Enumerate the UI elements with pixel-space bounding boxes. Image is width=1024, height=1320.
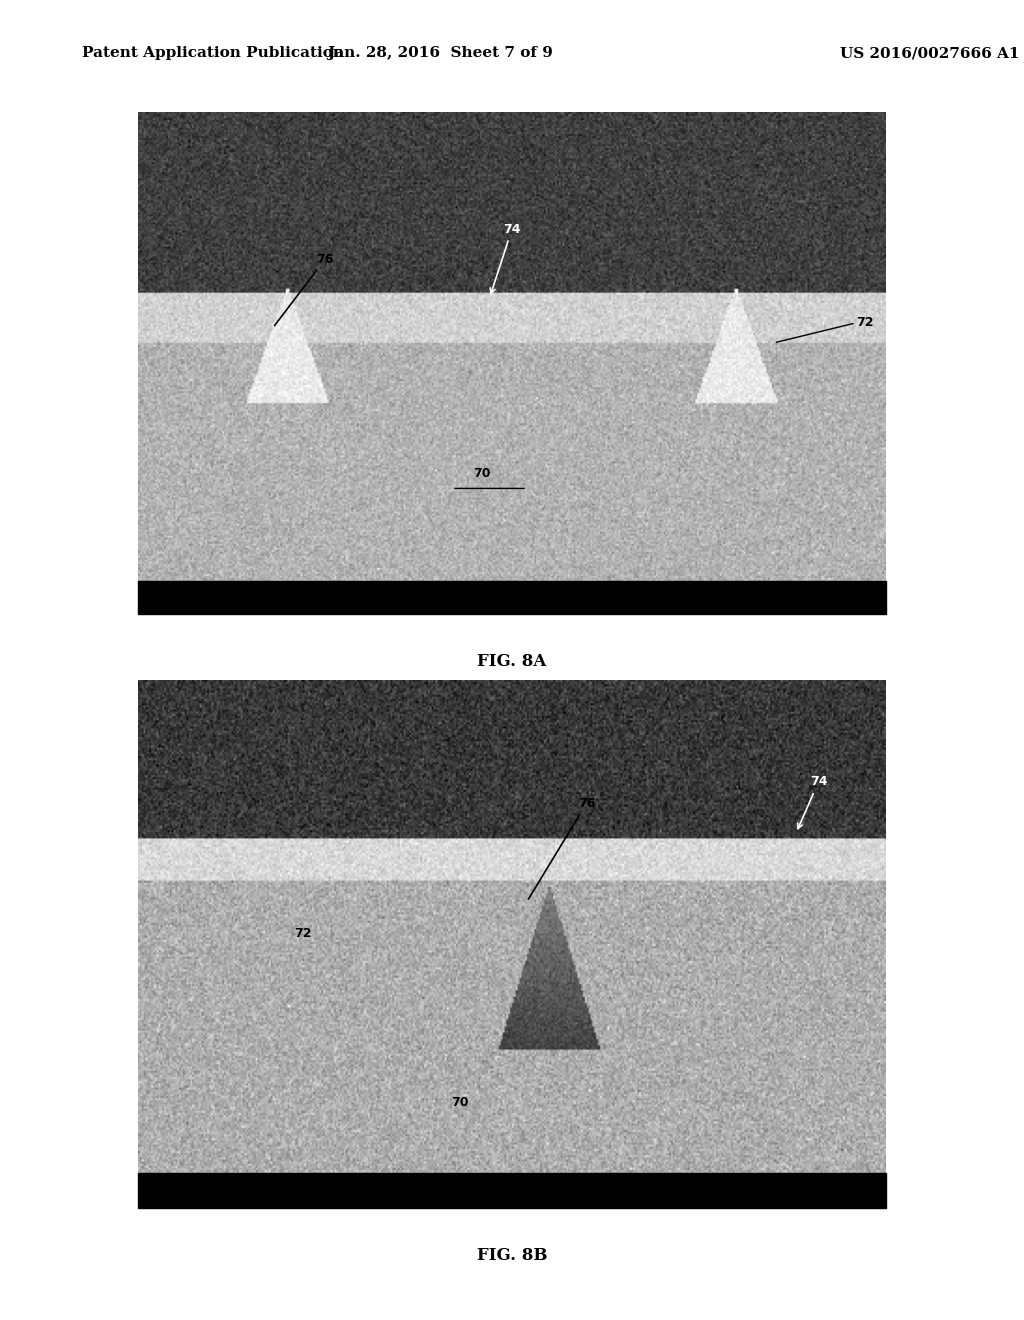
Bar xyxy=(138,1173,886,1208)
Text: Jan. 28, 2016  Sheet 7 of 9: Jan. 28, 2016 Sheet 7 of 9 xyxy=(328,46,553,61)
Text: 74: 74 xyxy=(490,223,521,293)
Text: Patent Application Publication: Patent Application Publication xyxy=(82,46,344,61)
Text: FIG. 8A: FIG. 8A xyxy=(477,653,547,671)
Text: FIG. 8B: FIG. 8B xyxy=(477,1247,547,1265)
Text: 72: 72 xyxy=(856,317,873,330)
Text: 76: 76 xyxy=(274,252,334,326)
Text: RTI×8.00k: RTI×8.00k xyxy=(145,1224,207,1234)
Text: 10.0μm: 10.0μm xyxy=(838,628,879,639)
Text: US 2016/0027666 A1: US 2016/0027666 A1 xyxy=(840,46,1019,61)
Text: RTI×4.00k: RTI×4.00k xyxy=(145,628,207,639)
Text: 70: 70 xyxy=(451,1096,468,1109)
Text: 74: 74 xyxy=(798,775,827,829)
Text: 72: 72 xyxy=(294,927,311,940)
Text: 5.00μm: 5.00μm xyxy=(838,1224,879,1234)
Text: 70: 70 xyxy=(473,467,490,480)
Text: 76: 76 xyxy=(528,796,595,899)
Bar xyxy=(138,581,886,614)
